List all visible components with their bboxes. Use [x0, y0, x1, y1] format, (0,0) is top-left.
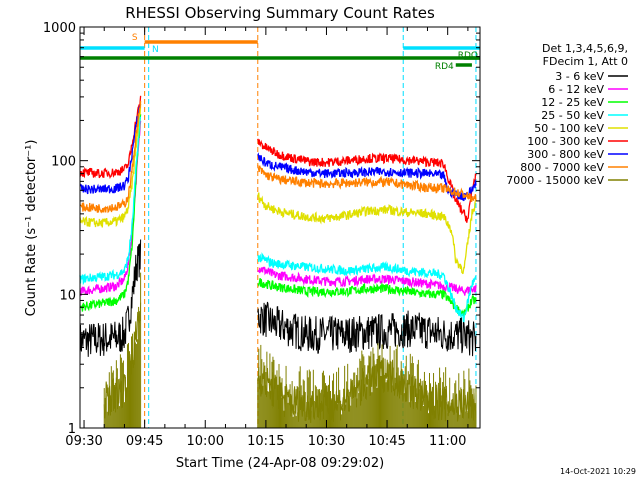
x-tick-label: 10:30 — [308, 434, 345, 449]
legend-header-1: FDecim 1, Att 0 — [543, 55, 628, 68]
y-tick-label: 1 — [68, 422, 76, 437]
y-tick-label: 1000 — [43, 21, 76, 36]
series-7 — [79, 101, 477, 214]
series-3 — [79, 116, 477, 323]
series-2 — [79, 114, 477, 319]
x-tick-label: 11:00 — [429, 434, 466, 449]
flag-label-4: RD4 — [435, 62, 454, 72]
flag-label-1: N — [152, 45, 159, 55]
legend-label-3: 25 - 50 keV — [541, 109, 604, 122]
legend-header-0: Det 1,3,4,5,6,9, — [542, 42, 628, 55]
series-6-trace-0 — [79, 104, 142, 195]
series-2-trace-0 — [79, 114, 142, 312]
legend-label-2: 12 - 25 keV — [541, 96, 604, 109]
legend-label-6: 300 - 800 keV — [527, 148, 604, 161]
legend-label-8: 7000 - 15000 keV — [506, 174, 604, 187]
series-5-trace-1 — [257, 138, 477, 223]
x-tick-label: 09:45 — [126, 434, 163, 449]
series-0-trace-0 — [79, 239, 142, 360]
footer-timestamp: 14-Oct-2021 10:29 — [560, 467, 636, 476]
series-4-trace-0 — [79, 103, 142, 228]
chart-title: RHESSI Observing Summary Count Rates — [125, 4, 435, 22]
legend-label-5: 100 - 300 keV — [527, 135, 604, 148]
series-8 — [79, 272, 477, 428]
series-4-trace-1 — [257, 192, 477, 275]
series-2-trace-1 — [257, 277, 477, 319]
series-0 — [79, 239, 477, 360]
series-3-trace-1 — [257, 252, 477, 323]
x-tick-label: 10:15 — [247, 434, 284, 449]
plot-frame — [79, 26, 481, 429]
legend-label-1: 6 - 12 keV — [548, 83, 604, 96]
series-3-trace-0 — [79, 116, 142, 286]
legend-label-4: 50 - 100 keV — [534, 122, 604, 135]
series-5 — [79, 95, 477, 223]
series-7-trace-1 — [257, 164, 477, 203]
legend-label-7: 800 - 7000 keV — [520, 161, 604, 174]
x-tick-label: 10:45 — [368, 434, 405, 449]
y-axis-label: Count Rate (s⁻¹ detector⁻¹) — [24, 140, 39, 317]
legend-label-0: 3 - 6 keV — [555, 70, 604, 83]
axes: 1 10 100 1000 09:30 09:45 10:00 10:15 10:30 10:45… — [43, 21, 481, 449]
series-1-trace-1 — [257, 266, 477, 296]
series-4 — [79, 103, 477, 275]
x-axis-label: Start Time (24-Apr-08 09:29:02) — [176, 456, 384, 471]
series-6-trace-1 — [257, 152, 477, 202]
series-5-trace-0 — [79, 95, 142, 180]
series-1-trace-0 — [79, 120, 142, 296]
flag-label-5: RDO — [458, 51, 478, 61]
plot-area: S N RD4 RDO — [79, 27, 480, 428]
y-tick-label: 100 — [51, 155, 76, 170]
x-tick-label: 09:30 — [65, 434, 102, 449]
series-6 — [79, 104, 477, 202]
y-tick-label: 10 — [59, 288, 76, 303]
series-1 — [79, 120, 477, 296]
x-tick-label: 10:00 — [187, 434, 224, 449]
legend: Det 1,3,4,5,6,9,FDecim 1, Att 0 3 - 6 keV… — [506, 42, 628, 187]
flag-label-0: S — [132, 33, 138, 43]
series-7-trace-0 — [79, 101, 142, 214]
series-0-trace-1 — [257, 301, 477, 357]
